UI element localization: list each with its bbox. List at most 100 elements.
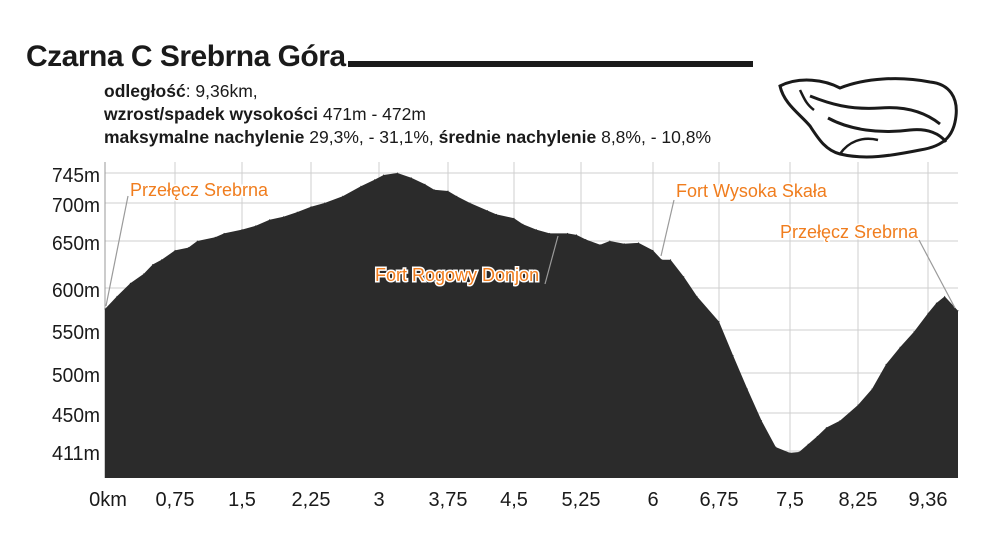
elevation-point — [913, 331, 915, 333]
elevation-point — [187, 247, 189, 249]
elevation-point — [609, 240, 611, 242]
x-tick-label: 1,5 — [228, 489, 256, 511]
route-map-icon — [778, 77, 958, 159]
elevation-point — [567, 232, 569, 234]
elevation-point — [746, 388, 748, 390]
elevation-point — [410, 177, 412, 179]
elevation-point — [857, 404, 859, 406]
elevation-point — [223, 232, 225, 234]
elevation-point — [129, 282, 131, 284]
y-tick-label: 550m — [52, 322, 100, 344]
y-tick-label: 745m — [52, 165, 100, 187]
elevation-point — [433, 189, 435, 191]
annotation-leader-line — [918, 239, 956, 309]
avg-slope-value: 8,8%, - 10,8% — [596, 127, 712, 147]
annotation-label: Przełęcz Srebrna — [780, 222, 919, 242]
x-tick-label: 5,25 — [562, 489, 601, 511]
elevation-point — [214, 236, 216, 238]
elevation-point — [342, 195, 344, 197]
elevation-point — [732, 355, 734, 357]
area-layer — [104, 172, 959, 478]
elevation-point — [885, 363, 887, 365]
x-tick-label: 9,36 — [909, 489, 948, 511]
elevation-point — [310, 206, 312, 208]
elevation-point — [549, 232, 551, 234]
elevation-point — [871, 388, 873, 390]
annotation-label: Fort Rogowy Donjon — [375, 265, 539, 285]
x-tick-label: 3 — [373, 489, 384, 511]
elevation-area — [105, 173, 958, 478]
elevation-point — [456, 195, 458, 197]
max-slope-value: 29,3%, - 31,1%, — [304, 127, 439, 147]
elevation-point — [825, 427, 827, 429]
elevation-point — [576, 234, 577, 236]
elevation-point — [116, 295, 118, 297]
max-slope-label: maksymalne nachylenie — [104, 127, 305, 147]
elevation-point — [718, 321, 720, 323]
elevation-point — [798, 451, 800, 453]
annotation-leader-line — [660, 199, 675, 257]
x-tick-label: 4,5 — [500, 489, 528, 511]
elevation-point — [935, 302, 937, 304]
elevation-point — [599, 244, 601, 246]
title-underline — [348, 61, 753, 67]
annotation-leader-line — [105, 195, 129, 307]
elevation-point — [174, 249, 176, 251]
annotation-leader-line — [544, 235, 559, 285]
elevation-point — [495, 213, 497, 215]
elevation-point — [839, 420, 841, 422]
elevation-point — [696, 295, 698, 297]
elevation-point — [638, 242, 640, 244]
y-tick-label: 500m — [52, 365, 100, 387]
elevation-point — [324, 202, 326, 204]
elevation-point — [447, 190, 449, 192]
elevation-point — [513, 217, 515, 219]
elevation-point — [661, 259, 663, 261]
elevation-point — [360, 185, 362, 187]
y-tick-label: 650m — [52, 233, 100, 255]
slope-line: maksymalne nachylenie 29,3%, - 31,1%, śr… — [104, 126, 711, 149]
elevation-point — [761, 420, 763, 422]
annotation-label: Fort Wysoka Skała — [676, 181, 828, 201]
elevation-point — [396, 172, 398, 174]
elevation-point — [957, 310, 959, 312]
elevation-point — [161, 259, 163, 261]
elevation-point — [241, 229, 243, 231]
x-tick-label: 3,75 — [429, 489, 468, 511]
stats-block: odległość: 9,36km, wzrost/spadek wysokoś… — [104, 80, 711, 149]
elevation-point — [816, 435, 818, 437]
elevation-point — [789, 452, 791, 454]
elevation-point — [269, 219, 271, 221]
page-title: Czarna C Srebrna Góra — [26, 40, 346, 73]
elevation-point — [775, 446, 777, 448]
elevation-point — [899, 346, 901, 348]
y-tick-label: 700m — [52, 195, 100, 217]
elevation-point — [196, 240, 198, 242]
elevation-point — [296, 211, 298, 213]
x-tick-label: 6 — [647, 489, 658, 511]
elevation-label: wzrost/spadek wysokości — [104, 104, 318, 124]
elevation-point — [623, 243, 625, 245]
elevation-point — [522, 223, 524, 225]
elevation-point — [807, 443, 809, 445]
annotation-label: Przełęcz Srebrna — [130, 180, 269, 200]
elevation-point — [255, 225, 257, 227]
y-tick-label: 600m — [52, 280, 100, 302]
elevation-value: 471m - 472m — [317, 104, 426, 124]
annotation-layer: Przełęcz Srebrna Fort Rogowy Donjon Fort W… — [105, 179, 956, 309]
y-tick-label: 450m — [52, 405, 100, 427]
elevation-line: wzrost/spadek wysokości 471m - 472m — [104, 103, 711, 126]
y-tick-label: 411m — [52, 443, 100, 465]
elevation-point — [535, 229, 537, 231]
elevation-point — [374, 179, 375, 181]
tick-layer: 745m 700m 650m 600m 550m 500m 450m 411m 0km 0,75 1… — [52, 165, 947, 511]
x-tick-label: 7,5 — [776, 489, 804, 511]
elevation-point — [152, 264, 154, 265]
elevation-point — [282, 216, 284, 218]
x-tick-label: 0,75 — [156, 489, 195, 511]
elevation-point — [683, 276, 685, 278]
x-tick-label: 2,25 — [292, 489, 331, 511]
x-tick-label: 0km — [89, 489, 127, 511]
elevation-point — [383, 174, 385, 176]
elevation-point — [652, 249, 654, 251]
